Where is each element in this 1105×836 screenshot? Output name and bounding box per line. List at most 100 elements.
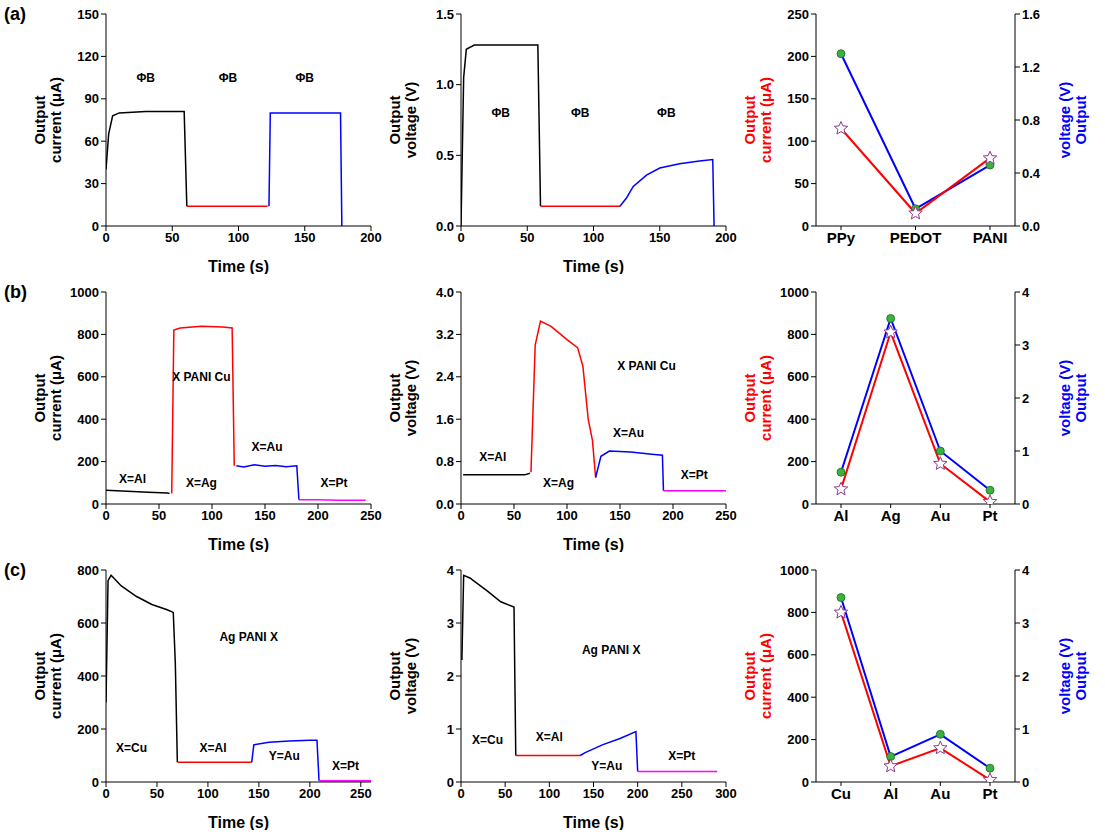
svg-text:X PANI Cu: X PANI Cu <box>172 370 230 384</box>
svg-text:Au: Au <box>930 785 950 802</box>
svg-text:1.2: 1.2 <box>1022 60 1040 75</box>
svg-text:Pt: Pt <box>983 507 998 524</box>
svg-text:ΦB: ΦB <box>136 71 155 85</box>
svg-text:50: 50 <box>795 176 809 191</box>
svg-text:X=Al: X=Al <box>536 730 563 744</box>
svg-text:X=Au: X=Au <box>613 426 644 440</box>
svg-text:Y=Au: Y=Au <box>269 749 300 763</box>
svg-text:250: 250 <box>350 786 372 801</box>
svg-text:100: 100 <box>201 508 223 523</box>
svg-text:600: 600 <box>787 369 809 384</box>
svg-text:1000: 1000 <box>780 563 809 578</box>
svg-text:50: 50 <box>165 230 179 245</box>
svg-text:400: 400 <box>787 412 809 427</box>
svg-text:0: 0 <box>1022 497 1029 512</box>
svg-text:0.4: 0.4 <box>1022 166 1041 181</box>
svg-text:X=Cu: X=Cu <box>472 733 503 747</box>
svg-text:90: 90 <box>85 91 99 106</box>
svg-text:X=Pt: X=Pt <box>681 468 708 482</box>
svg-text:150: 150 <box>254 508 276 523</box>
svg-text:800: 800 <box>77 327 99 342</box>
svg-text:Cu: Cu <box>831 785 851 802</box>
svg-text:600: 600 <box>77 616 99 631</box>
svg-text:ΦB: ΦB <box>657 106 676 120</box>
svg-text:1.6: 1.6 <box>436 412 454 427</box>
svg-text:400: 400 <box>787 690 809 705</box>
svg-text:800: 800 <box>787 327 809 342</box>
svg-text:1.6: 1.6 <box>1022 7 1040 22</box>
svg-text:150: 150 <box>609 508 631 523</box>
svg-text:100: 100 <box>556 508 578 523</box>
svg-text:X=Ag: X=Ag <box>186 476 217 490</box>
svg-text:0: 0 <box>457 230 464 245</box>
svg-text:150: 150 <box>248 786 270 801</box>
svg-text:4.0: 4.0 <box>436 285 454 300</box>
svg-text:0: 0 <box>802 775 809 790</box>
svg-text:X=Al: X=Al <box>479 450 506 464</box>
svg-text:150: 150 <box>583 786 605 801</box>
svg-text:200: 200 <box>307 508 329 523</box>
svg-text:300: 300 <box>715 786 737 801</box>
svg-text:X=Al: X=Al <box>119 472 146 486</box>
svg-text:200: 200 <box>627 786 649 801</box>
svg-text:0: 0 <box>92 497 99 512</box>
svg-text:Ag: Ag <box>881 507 901 524</box>
svg-text:30: 30 <box>85 176 99 191</box>
svg-text:0: 0 <box>1022 775 1029 790</box>
svg-text:800: 800 <box>77 563 99 578</box>
svg-text:1: 1 <box>447 722 454 737</box>
svg-text:Au: Au <box>930 507 950 524</box>
svg-text:250: 250 <box>360 508 382 523</box>
svg-text:1.5: 1.5 <box>436 7 454 22</box>
svg-text:100: 100 <box>228 230 250 245</box>
svg-text:X=Al: X=Al <box>200 741 227 755</box>
svg-text:0: 0 <box>102 230 109 245</box>
svg-text:Time (s): Time (s) <box>563 258 624 274</box>
svg-text:X=Cu: X=Cu <box>116 741 147 755</box>
svg-text:Time (s): Time (s) <box>208 536 269 552</box>
svg-text:Al: Al <box>834 507 849 524</box>
svg-text:150: 150 <box>77 7 99 22</box>
svg-text:1.0: 1.0 <box>436 77 454 92</box>
svg-text:0: 0 <box>447 775 454 790</box>
svg-text:200: 200 <box>662 508 684 523</box>
svg-text:2: 2 <box>1022 391 1029 406</box>
svg-text:ΦB: ΦB <box>571 106 590 120</box>
svg-text:Time (s): Time (s) <box>563 814 624 830</box>
svg-text:X=Au: X=Au <box>252 440 283 454</box>
svg-text:0: 0 <box>102 508 109 523</box>
svg-text:120: 120 <box>77 49 99 64</box>
svg-text:200: 200 <box>715 230 737 245</box>
svg-text:3: 3 <box>1022 616 1029 631</box>
svg-text:2.4: 2.4 <box>436 369 455 384</box>
svg-text:0.8: 0.8 <box>1022 113 1040 128</box>
svg-text:250: 250 <box>787 7 809 22</box>
svg-text:1000: 1000 <box>780 285 809 300</box>
svg-text:250: 250 <box>671 786 693 801</box>
svg-text:1: 1 <box>1022 444 1029 459</box>
svg-text:0: 0 <box>457 786 464 801</box>
svg-text:X=Ag: X=Ag <box>543 476 574 490</box>
svg-text:Al: Al <box>883 785 898 802</box>
svg-text:100: 100 <box>583 230 605 245</box>
svg-text:0.8: 0.8 <box>436 454 454 469</box>
svg-text:50: 50 <box>507 508 521 523</box>
svg-text:60: 60 <box>85 134 99 149</box>
svg-text:800: 800 <box>787 605 809 620</box>
svg-text:X PANI Cu: X PANI Cu <box>617 359 675 373</box>
svg-text:ΦB: ΦB <box>491 106 510 120</box>
svg-text:200: 200 <box>77 722 99 737</box>
svg-text:400: 400 <box>77 412 99 427</box>
svg-text:150: 150 <box>787 91 809 106</box>
svg-text:0.0: 0.0 <box>1022 219 1040 234</box>
svg-text:PANI: PANI <box>973 229 1008 246</box>
svg-text:200: 200 <box>787 454 809 469</box>
svg-text:250: 250 <box>715 508 737 523</box>
svg-text:600: 600 <box>787 647 809 662</box>
svg-text:150: 150 <box>294 230 316 245</box>
svg-text:Ag PANI X: Ag PANI X <box>582 643 640 657</box>
svg-text:X=Pt: X=Pt <box>332 759 359 773</box>
svg-text:0.0: 0.0 <box>436 219 454 234</box>
svg-text:4: 4 <box>447 563 455 578</box>
svg-text:Time (s): Time (s) <box>208 258 269 274</box>
